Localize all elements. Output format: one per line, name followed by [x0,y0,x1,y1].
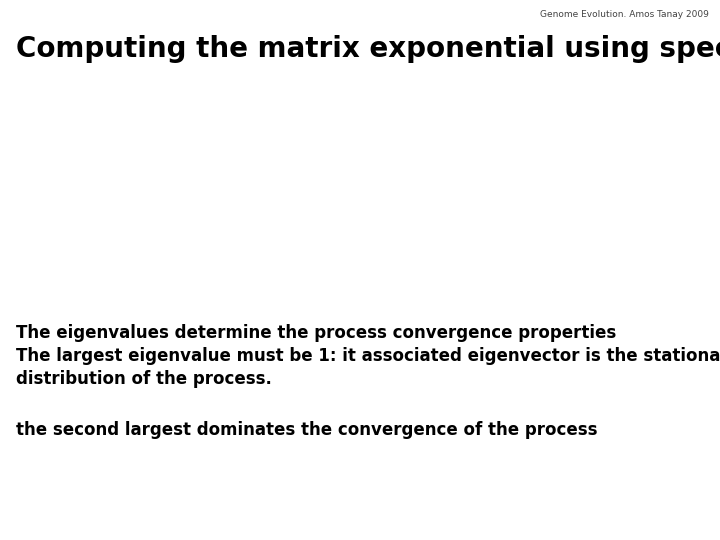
Text: Genome Evolution. Amos Tanay 2009: Genome Evolution. Amos Tanay 2009 [540,10,709,19]
Text: Computing the matrix exponential using spectral decomposition: Computing the matrix exponential using s… [16,35,720,63]
Text: the second largest dominates the convergence of the process: the second largest dominates the converg… [16,421,598,439]
Text: The eigenvalues determine the process convergence properties
The largest eigenva: The eigenvalues determine the process co… [16,324,720,388]
